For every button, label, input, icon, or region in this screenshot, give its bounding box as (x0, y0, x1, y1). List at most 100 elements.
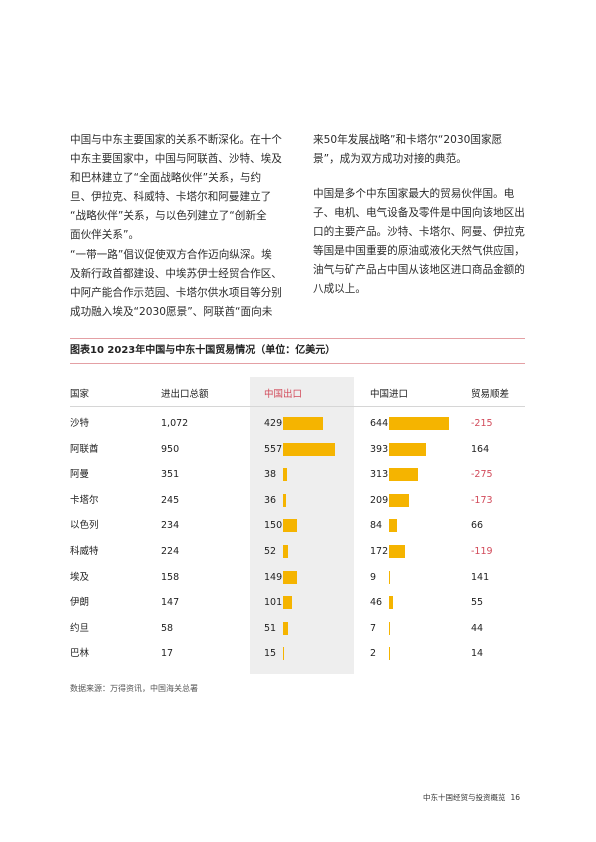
cell-export-value: 51 (264, 622, 277, 634)
right-paragraph-2-line: 等国是中国重要的原油或液化天然气供应国， (313, 245, 525, 257)
left-paragraph-1-line: 旦、伊拉克、科威特、卡塔尔和阿曼建立了 (70, 191, 272, 203)
right-paragraph-2-line: 中国是多个中东国家最大的贸易伙伴国。电 (313, 188, 515, 200)
table-row: 沙特 1,072 429 644 -215 (70, 411, 525, 436)
left-paragraph-2-line: “一带一路”倡议促使双方合作迈向纵深。埃 (70, 249, 272, 261)
cell-total: 245 (161, 494, 180, 506)
cell-import-value: 644 (370, 418, 389, 429)
cell-country: 卡塔尔 (70, 494, 99, 506)
cell-export-value: 38 (264, 469, 277, 481)
cell-total: 950 (161, 443, 180, 455)
cell-surplus: 141 (471, 571, 490, 583)
left-paragraph-2-line: 及新行政首都建设、中埃苏伊士经贸合作区、 (70, 268, 282, 280)
bar-import (389, 493, 409, 507)
bar-export (283, 596, 293, 610)
left-paragraph-1: 中国与中东主要国家的关系不断深化。在十个 中东主要国家中，中国与阿联酋、沙特、埃及… (70, 131, 290, 245)
cell-surplus: 66 (471, 520, 484, 532)
header-surplus: 贸易顺差 (471, 389, 510, 400)
cell-surplus: 55 (471, 597, 484, 609)
cell-import-value: 209 (370, 494, 389, 506)
bar-export (283, 442, 336, 456)
header-total: 进出口总额 (161, 389, 209, 400)
cell-import-value: 9 (370, 571, 377, 583)
bar-import (389, 647, 390, 661)
cell-export-value: 52 (264, 546, 277, 557)
bar-import (389, 621, 390, 635)
cell-import-value: 393 (370, 443, 389, 455)
bar-export (283, 570, 297, 584)
cell-import-value: 46 (370, 597, 383, 609)
cell-country: 约旦 (70, 622, 90, 634)
bar-import (389, 442, 426, 456)
cell-country: 以色列 (70, 520, 99, 532)
left-paragraph-1-line: 和巴林建立了“全面战略伙伴”关系，与约 (70, 172, 262, 184)
bar-export (283, 621, 288, 635)
cell-surplus: -119 (471, 546, 493, 557)
cell-total: 17 (161, 648, 174, 660)
bar-export (283, 519, 298, 533)
table-row: 约旦 58 51 7 44 (70, 616, 525, 641)
right-paragraph-1: 来50年发展战略”和卡塔尔“2030国家愿 景”，成为双方成功对接的典范。 (313, 131, 528, 169)
bar-export (283, 647, 285, 661)
table-row: 卡塔尔 245 36 209 -173 (70, 488, 525, 513)
table-row: 以色列 234 150 84 66 (70, 513, 525, 538)
chart-title: 图表10 2023年中国与中东十国贸易情况（单位：亿美元） (70, 345, 336, 356)
bar-import (389, 417, 450, 430)
cell-import-value: 2 (370, 648, 377, 660)
cell-country: 伊朗 (70, 597, 90, 609)
cell-export-value: 15 (264, 648, 277, 660)
left-paragraph-2-line: 成功融入埃及“2030愿景”、阿联酋“面向未 (70, 306, 273, 318)
cell-export-value: 36 (264, 494, 277, 506)
cell-import-value: 313 (370, 469, 389, 481)
left-paragraph-1-line: 中东主要国家中，中国与阿联酋、沙特、埃及 (70, 153, 282, 165)
table-row: 巴林 17 15 2 14 (70, 641, 525, 666)
cell-total: 1,072 (161, 418, 189, 429)
bar-export (283, 545, 288, 558)
cell-import-value: 172 (370, 546, 389, 557)
cell-country: 阿联酋 (70, 443, 99, 455)
cell-total: 58 (161, 622, 174, 634)
right-paragraph-2-line: 八成以上。 (313, 283, 366, 295)
right-paragraph-1-line: 景”，成为双方成功对接的典范。 (313, 153, 467, 165)
cell-total: 234 (161, 520, 180, 532)
bar-import (389, 468, 419, 482)
bar-export (283, 417, 324, 430)
left-paragraph-1-line: “战略伙伴”关系，与以色列建立了“创新全 (70, 210, 267, 222)
header-export: 中国出口 (264, 389, 303, 400)
right-paragraph-2: 中国是多个中东国家最大的贸易伙伴国。电 子、电机、电气设备及零件是中国向该地区出口… (313, 185, 528, 299)
cell-country: 科威特 (70, 546, 99, 557)
cell-export-value: 149 (264, 571, 283, 583)
cell-total: 158 (161, 571, 180, 583)
right-paragraph-2-line: 子、电机、电气设备及零件是中国向该地区出 (313, 207, 525, 219)
header-country: 国家 (70, 389, 90, 400)
cell-surplus: 44 (471, 622, 484, 634)
bar-import (389, 519, 397, 533)
left-paragraph-1-line: 面伙伴关系”。 (70, 229, 140, 241)
cell-export-value: 429 (264, 418, 283, 429)
left-paragraph-2-line: 中阿产能合作示范园、卡塔尔供水项目等分别 (70, 287, 282, 299)
cell-export-value: 150 (264, 520, 283, 532)
cell-surplus: 14 (471, 648, 484, 660)
cell-total: 147 (161, 597, 180, 609)
page-number: 16 (510, 793, 521, 802)
footer-title: 中东十国经贸与投资概览 (423, 793, 506, 802)
cell-surplus: 164 (471, 443, 490, 455)
cell-import-value: 84 (370, 520, 383, 532)
bar-import (389, 570, 390, 584)
bar-import (389, 596, 394, 610)
data-source: 数据来源：万得资讯，中国海关总署 (70, 684, 198, 693)
right-paragraph-2-line: 油气与矿产品占中国从该地区进口商品金额的 (313, 264, 525, 276)
bar-import (389, 545, 406, 558)
chart-title-bar: 图表10 2023年中国与中东十国贸易情况（单位：亿美元） (70, 338, 525, 364)
cell-country: 沙特 (70, 418, 90, 429)
cell-total: 224 (161, 546, 180, 557)
cell-surplus: -173 (471, 494, 493, 506)
bar-export (283, 493, 287, 507)
bar-export (283, 468, 287, 482)
right-paragraph-1-line: 来50年发展战略”和卡塔尔“2030国家愿 (313, 134, 503, 146)
header-import: 中国进口 (370, 389, 409, 400)
table-row: 阿联酋 950 557 393 164 (70, 437, 525, 462)
table-row: 阿曼 351 38 313 -275 (70, 462, 525, 487)
cell-country: 巴林 (70, 648, 90, 660)
page-footer: 中东十国经贸与投资概览 16 (423, 792, 520, 803)
cell-export-value: 557 (264, 443, 283, 455)
